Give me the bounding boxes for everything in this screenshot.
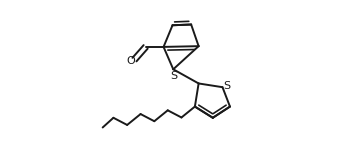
Text: S: S: [170, 71, 177, 81]
Text: S: S: [223, 81, 230, 92]
Text: O: O: [126, 56, 135, 66]
